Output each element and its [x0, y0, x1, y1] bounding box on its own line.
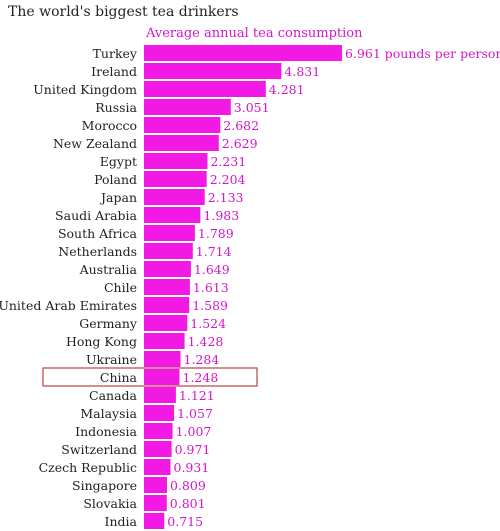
category-label-hong-kong: Hong Kong — [66, 334, 137, 349]
category-label-egypt: Egypt — [100, 154, 137, 169]
bar-netherlands — [144, 243, 193, 259]
value-label-switzerland: 0.971 — [175, 442, 211, 457]
category-label-switzerland: Switzerland — [61, 442, 137, 457]
category-label-south-africa: South Africa — [58, 226, 138, 241]
bar-ukraine — [144, 351, 181, 367]
category-label-netherlands: Netherlands — [58, 244, 137, 259]
category-label-malaysia: Malaysia — [80, 406, 137, 421]
value-label-malaysia: 1.057 — [177, 406, 213, 421]
value-labels: 6.961 pounds per person 4.831 4.281 3.051 2.… — [167, 46, 500, 529]
category-label-slovakia: Slovakia — [83, 496, 137, 511]
value-label-south-africa: 1.789 — [198, 226, 234, 241]
highlight-box-china — [42, 367, 258, 387]
value-label-canada: 1.121 — [179, 388, 215, 403]
bar-saudi-arabia — [144, 207, 201, 223]
bar-poland — [144, 171, 207, 187]
category-label-poland: Poland — [94, 172, 137, 187]
value-label-czech-republic: 0.931 — [174, 460, 210, 475]
value-label-japan: 2.133 — [208, 190, 244, 205]
bar-chile — [144, 279, 190, 295]
category-label-china: China — [100, 370, 138, 385]
value-label-egypt: 2.231 — [211, 154, 247, 169]
bar-china — [144, 369, 180, 385]
category-label-ireland: Ireland — [91, 64, 137, 79]
category-label-czech-republic: Czech Republic — [39, 460, 137, 475]
category-label-united-arab-emirates: United Arab Emirates — [0, 298, 137, 313]
category-label-united-kingdom: United Kingdom — [33, 82, 137, 97]
bar-germany — [144, 315, 188, 331]
value-label-australia: 1.649 — [194, 262, 230, 277]
value-label-poland: 2.204 — [210, 172, 246, 187]
category-label-saudi-arabia: Saudi Arabia — [55, 208, 137, 223]
bar-switzerland — [144, 441, 172, 457]
bar-malaysia — [144, 405, 175, 421]
bar-ireland — [144, 63, 282, 79]
bar-morocco — [144, 117, 221, 133]
value-label-ukraine: 1.284 — [184, 352, 220, 367]
value-label-united-arab-emirates: 1.589 — [192, 298, 228, 313]
category-label-indonesia: Indonesia — [75, 424, 137, 439]
bar-india — [144, 513, 165, 529]
bar-united-arab-emirates — [144, 297, 190, 313]
category-label-canada: Canada — [89, 388, 138, 403]
category-label-australia: Australia — [79, 262, 138, 277]
value-label-ireland: 4.831 — [284, 64, 320, 79]
bar-united-kingdom — [144, 81, 266, 97]
category-label-japan: Japan — [99, 190, 137, 205]
bar-hong-kong — [144, 333, 185, 349]
chart-subtitle: Average annual tea consumption — [146, 26, 363, 41]
bar-south-africa — [144, 225, 195, 241]
category-label-new-zealand: New Zealand — [53, 136, 137, 151]
value-label-turkey: 6.961 pounds per person — [345, 46, 500, 61]
value-label-chile: 1.613 — [193, 280, 229, 295]
category-label-morocco: Morocco — [82, 118, 137, 133]
value-label-germany: 1.524 — [190, 316, 226, 331]
value-label-hong-kong: 1.428 — [188, 334, 224, 349]
value-label-saudi-arabia: 1.983 — [203, 208, 239, 223]
category-label-turkey: Turkey — [93, 46, 138, 61]
bar-egypt — [144, 153, 208, 169]
bar-russia — [144, 99, 231, 115]
bars-layer — [144, 45, 342, 529]
bar-australia — [144, 261, 191, 277]
value-label-singapore: 0.809 — [170, 478, 206, 493]
bar-singapore — [144, 477, 167, 493]
bar-canada — [144, 387, 176, 403]
value-label-slovakia: 0.801 — [170, 496, 206, 511]
bar-czech-republic — [144, 459, 171, 475]
category-label-chile: Chile — [104, 280, 137, 295]
bar-turkey — [144, 45, 342, 61]
value-label-russia: 3.051 — [234, 100, 270, 115]
category-labels: Turkey Ireland United Kingdom Russia Morocco… — [0, 46, 138, 529]
chart-title: The world's biggest tea drinkers — [8, 4, 239, 20]
bar-new-zealand — [144, 135, 219, 151]
value-label-china: 1.248 — [183, 370, 219, 385]
category-label-singapore: Singapore — [72, 478, 137, 493]
bar-slovakia — [144, 495, 167, 511]
bar-japan — [144, 189, 205, 205]
category-label-ukraine: Ukraine — [86, 352, 137, 367]
category-label-india: India — [105, 514, 138, 529]
value-label-new-zealand: 2.629 — [222, 136, 258, 151]
value-label-united-kingdom: 4.281 — [269, 82, 305, 97]
value-label-netherlands: 1.714 — [196, 244, 232, 259]
value-label-indonesia: 1.007 — [176, 424, 212, 439]
value-label-morocco: 2.682 — [223, 118, 259, 133]
value-label-india: 0.715 — [167, 514, 203, 529]
bar-indonesia — [144, 423, 173, 439]
category-label-russia: Russia — [95, 100, 137, 115]
category-label-germany: Germany — [79, 316, 138, 331]
